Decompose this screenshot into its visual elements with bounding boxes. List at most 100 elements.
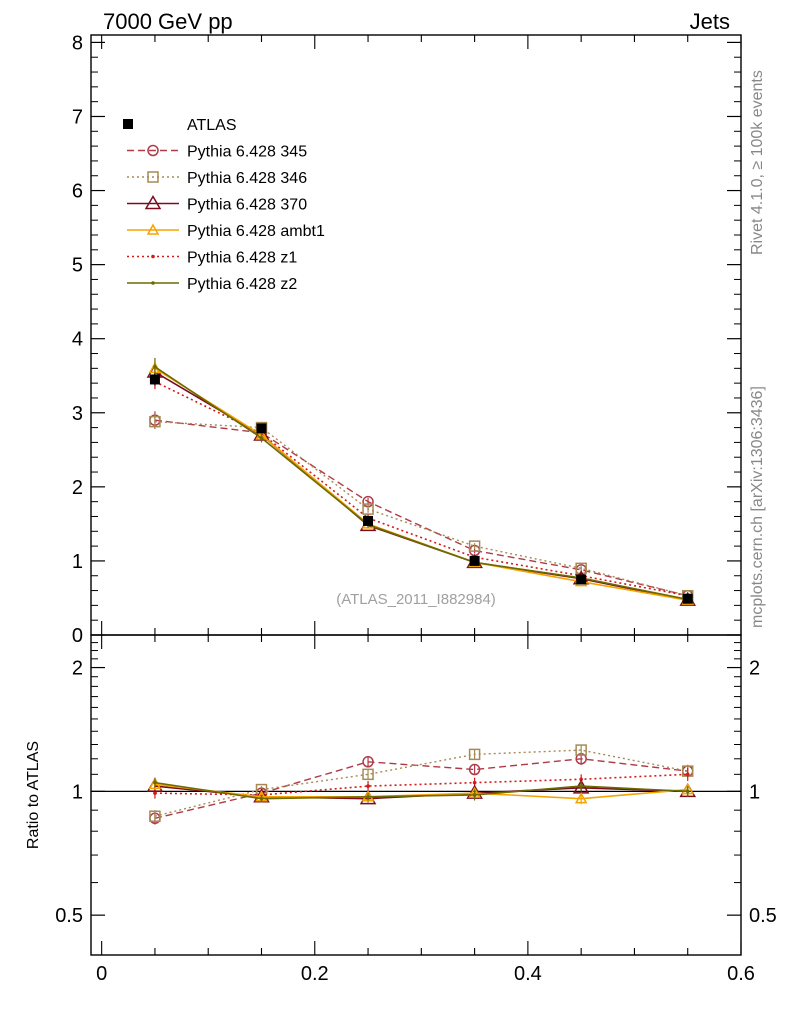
ratio-point-p346 [468,748,481,761]
ratio-point-z2 [472,793,477,797]
ratio-ytick-label: 0.5 [55,905,83,927]
legend-item-ATLAS: ATLAS [123,117,237,134]
main-line-z2 [154,366,688,601]
main-line-p345 [154,419,688,597]
legend-marker-p370 [144,195,162,210]
legend-item-ambt1: Pythia 6.428 ambt1 [127,223,325,240]
legend-label-p346: Pythia 6.428 346 [187,170,307,187]
legend-marker-p345 [147,144,159,157]
legend-label-ambt1: Pythia 6.428 ambt1 [187,223,325,240]
main-line-p370 [154,371,688,601]
ratio-point-z1 [685,772,690,777]
ratio-point-p346 [149,810,161,822]
ratio-line-p345 [154,758,688,819]
main-ytick-label: 0 [72,625,83,647]
ratio-line-z1 [154,773,688,796]
xtick-label: 0.6 [727,963,755,985]
legend-label-p345: Pythia 6.428 345 [187,144,307,161]
legend-label-z2: Pythia 6.428 z2 [187,276,297,293]
legend-item-p345: Pythia 6.428 345 [127,144,307,161]
main-ytick-label: 1 [72,551,83,573]
ratio-point-z2 [685,789,690,794]
main-series-p370 [146,363,697,606]
main-point-ATLAS [363,515,374,526]
ratio-series-p346 [149,744,694,823]
ratio-point-z2 [153,780,157,785]
ratio-point-ambt1 [148,777,162,790]
main-series-p345 [149,411,694,602]
main-ytick-label: 8 [72,32,83,54]
ratio-point-z2 [259,796,264,801]
legend-marker-p346 [147,171,159,183]
main-series-ATLAS [149,373,693,604]
main-ytick-label: 7 [72,106,83,128]
ratio-point-p345 [362,756,374,768]
ratio-point-ambt1 [574,792,588,804]
ratio-point-p346 [575,744,587,756]
legend-item-z1: Pythia 6.428 z1 [127,250,297,267]
ratio-series-z2 [153,777,690,803]
main-point-ATLAS [469,555,480,566]
main-line-ambt1 [154,367,688,601]
main-series-p346 [149,414,694,602]
main-point-z2 [153,365,157,369]
ratio-ytick-label-right: 0.5 [749,905,777,927]
main-series-z2 [153,357,690,602]
legend-marker-ambt1 [146,223,160,235]
main-point-p346 [149,415,161,428]
legend-marker-z2 [151,281,155,285]
xtick-label: 0 [96,963,107,985]
ratio-point-p346 [362,768,374,781]
ratio-ytick-label: 2 [72,658,83,680]
ratio-point-z2 [579,784,583,788]
ratio-point-z1 [366,784,370,788]
xtick-label: 0.2 [301,963,329,985]
ratio-ytick-label-right: 2 [749,658,760,680]
main-point-z2 [259,436,264,440]
main-ytick-label: 4 [72,329,83,351]
main-point-p346 [468,540,481,552]
ratio-point-z1 [472,780,477,785]
ratio-point-z1 [579,777,583,782]
ratio-point-z2 [366,794,370,799]
ratio-point-z1 [153,791,157,795]
mcplots-label: mcplots.cern.ch [arXiv:1306:3436] [749,386,766,628]
ratio-ytick-label: 1 [72,781,83,803]
main-point-ATLAS [682,593,693,604]
header-process: Jets [690,9,730,34]
ratio-point-p345 [468,763,481,776]
analysis-watermark: (ATLAS_2011_I882984) [336,591,496,608]
main-line-z1 [154,380,688,597]
legend-marker-z1 [151,254,155,259]
main-point-p346 [362,503,374,515]
legend-item-p370: Pythia 6.428 370 [127,195,307,214]
main-ytick-label: 5 [72,255,83,277]
legend-item-p346: Pythia 6.428 346 [127,170,307,187]
ratio-series-z1 [153,767,690,799]
legend-label-ATLAS: ATLAS [187,117,237,134]
main-ytick-label: 6 [72,181,83,203]
xtick-label: 0.4 [514,963,542,985]
legend-item-z2: Pythia 6.428 z2 [127,276,297,293]
main-series-ambt1 [148,360,694,605]
main-series-z1 [153,374,690,598]
legend-label-p370: Pythia 6.428 370 [187,197,307,214]
main-ytick-label: 3 [72,403,83,425]
ratio-line-p346 [154,749,688,817]
main-point-ATLAS [576,574,587,585]
main-point-p346 [575,562,587,575]
ratio-ylabel: Ratio to ATLAS [25,741,42,849]
legend-label-z1: Pythia 6.428 z1 [187,250,297,267]
ratio-ytick-label-right: 1 [749,781,760,803]
ratio-line-ambt1 [154,783,688,800]
main-point-ATLAS [149,374,160,385]
main-ytick-label: 2 [72,477,83,499]
legend: ATLAS Pythia 6.428 345 Pythia 6.428 346 Pyt… [123,117,325,293]
main-line-p346 [154,420,688,597]
ratio-panel-frame [90,634,742,956]
ratio-line-z2 [154,781,688,800]
header-energy: 7000 GeV pp [103,9,233,34]
rivet-label: Rivet 4.1.0, ≥ 100k events [749,70,766,255]
main-point-ATLAS [256,423,267,434]
